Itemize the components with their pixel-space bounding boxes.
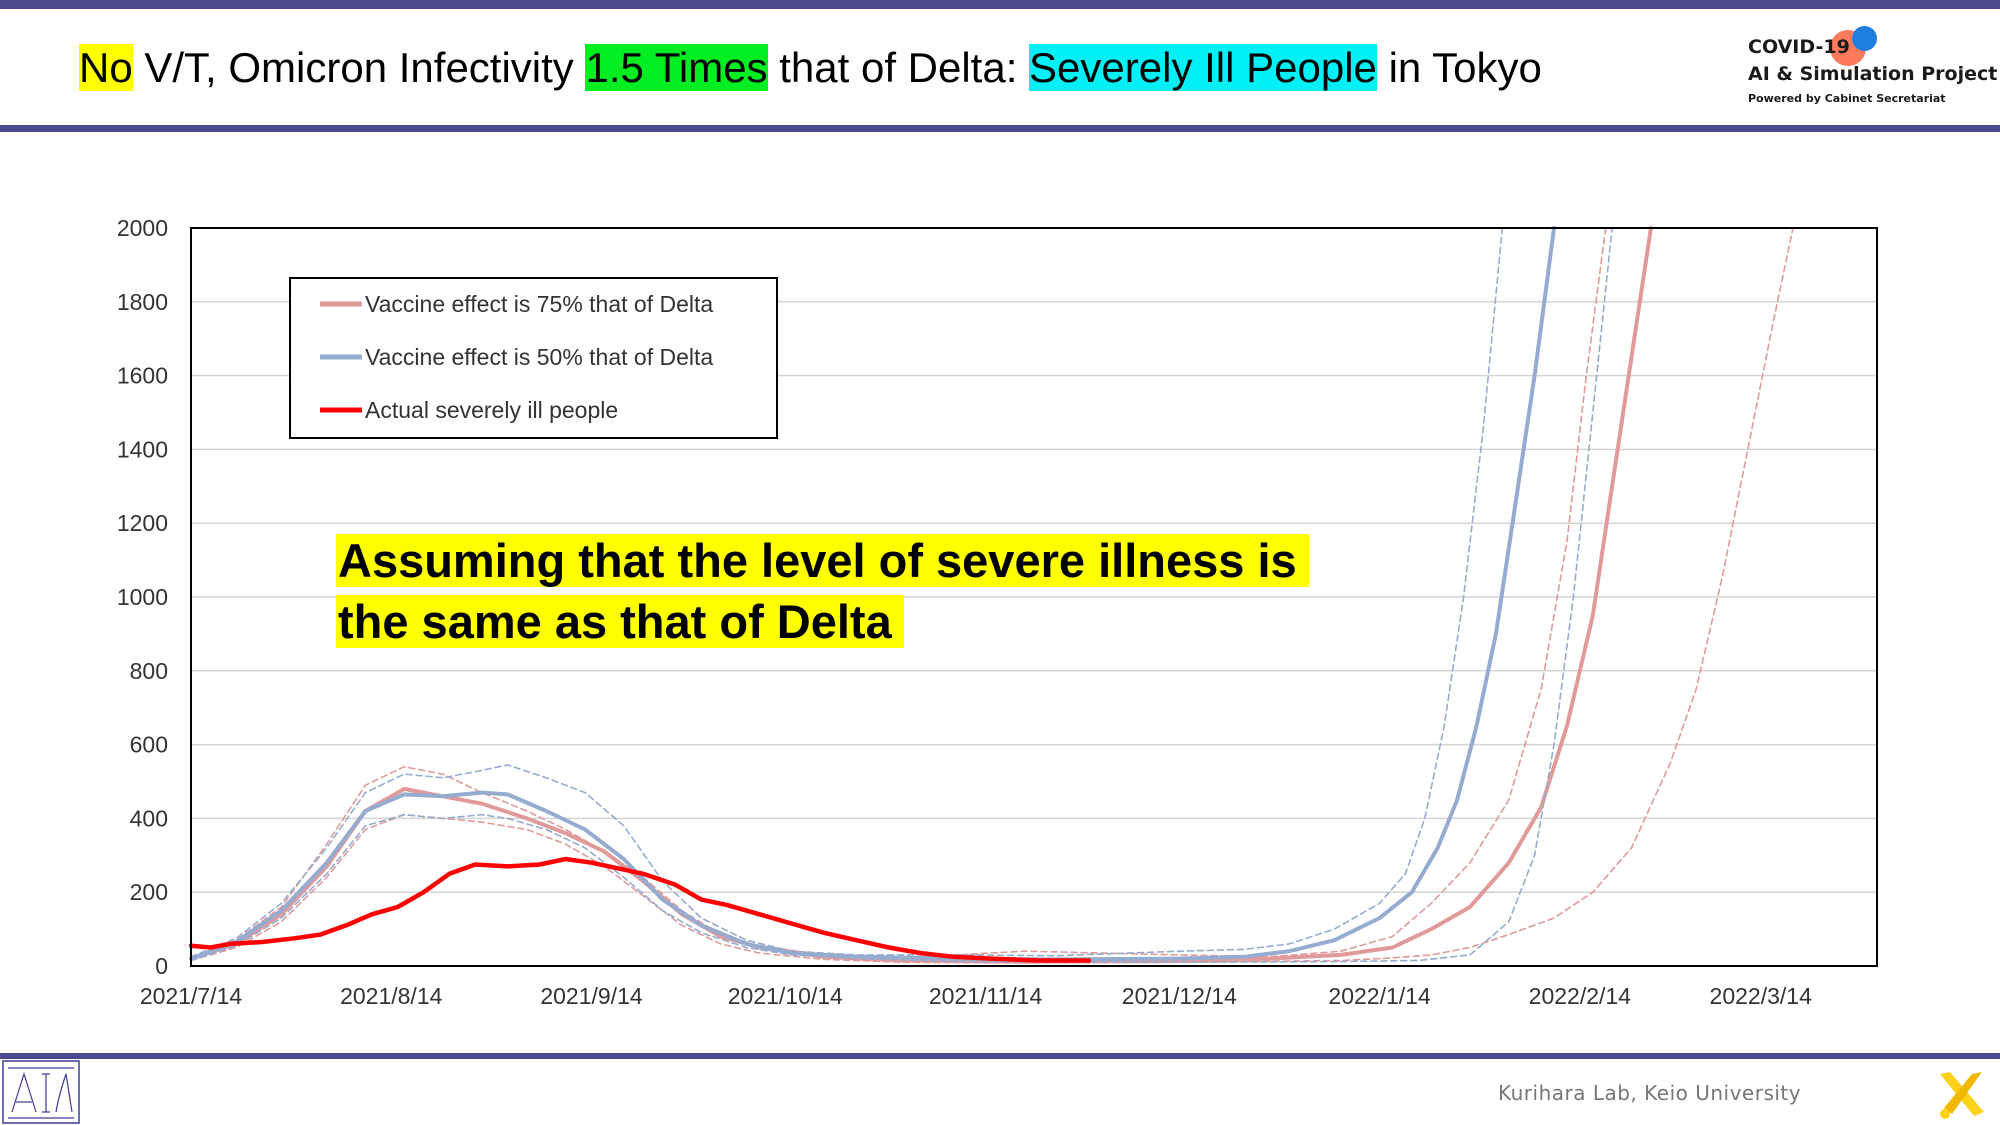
legend: Vaccine effect is 75% that of Delta Vacci… [289,277,778,439]
logo-line-2: AI & Simulation Project [1748,63,1998,85]
header-rule [0,125,2000,132]
series-vaccine-effect-is-75-that-of-delta-upper-bound [190,227,1607,959]
ai-lab-logo-icon [2,1060,80,1124]
legend-label: Actual severely ill people [365,397,618,423]
x-tick-label: 2021/7/14 [140,983,243,1009]
title-segment: No [79,44,133,91]
plot-frame [190,227,1878,967]
x-tick-label: 2021/11/14 [929,983,1043,1009]
legend-label: Vaccine effect is 75% that of Delta [365,291,713,317]
legend-box [289,277,778,439]
chart-annotation: Assuming that the level of severe illnes… [336,530,1309,652]
x-tick-label: 2022/3/14 [1710,983,1813,1009]
series-vaccine-effect-is-75-that-of-delta-lower-bound [190,227,1794,964]
annotation-line: the same as that of Delta [336,595,904,648]
series-lines [188,226,1794,964]
annotation-line: Assuming that the level of severe illnes… [336,534,1309,587]
y-tick-label: 1000 [117,584,168,610]
series-vaccine-effect-is-50-that-of-delta-upper-bound [190,227,1504,958]
y-tick-label: 2000 [117,215,168,241]
covid-ai-project-logo: COVID-19 AI & Simulation Project Powered… [1740,22,1997,117]
x-tick-label: 2022/1/14 [1328,983,1431,1009]
x-tick-label: 2021/10/14 [728,983,843,1009]
lab-credit: Kurihara Lab, Keio University [1498,1081,1802,1105]
legend-label: Vaccine effect is 50% that of Delta [365,344,713,370]
y-tick-labels: 0 200 400 600 800 1000 1200 1400 1600 1800 2000 [117,215,168,979]
title-segment: that of Delta: [767,44,1030,91]
title-segment: in Tokyo [1376,44,1542,91]
x-tick-labels: 2021/7/14 2021/8/14 2021/9/14 2021/10/14 202… [140,983,1812,1009]
title-segment: 1.5 Times [585,44,768,91]
top-rule [0,0,2000,9]
blue-dot-icon [1852,26,1877,51]
logo-line-3: Powered by Cabinet Secretariat [1748,92,1946,105]
y-tick-label: 1200 [117,510,168,536]
y-tick-label: 1600 [117,363,168,389]
y-tick-label: 200 [130,879,168,905]
title-segment: Severely Ill People [1029,44,1377,91]
y-tick-label: 600 [130,732,168,758]
y-tick-label: 800 [130,658,168,684]
y-tick-label: 400 [130,805,168,831]
series-vaccine-effect-is-50-that-of-delta-lower-bound [190,227,1613,964]
y-tick-label: 1400 [117,436,168,462]
series-vaccine-effect-is-50-that-of-delta [189,226,1556,962]
slide-title: No V/T, Omicron Infectivity 1.5 Times th… [79,44,1542,92]
x-tick-label: 2021/12/14 [1122,983,1237,1009]
x-tick-label: 2021/8/14 [340,983,443,1009]
x-logo-icon [1940,1072,1984,1119]
x-tick-label: 2022/2/14 [1529,983,1632,1009]
line-chart: 0 200 400 600 800 1000 1200 1400 1600 1800 2000 20… [117,215,1878,1009]
footer-rule [0,1053,2000,1059]
title-segment: V/T, Omicron Infectivity [132,44,586,91]
y-tick-label: 1800 [117,289,168,315]
series-actual-severely-ill-people [188,856,1092,963]
logo-line-1: COVID-19 [1748,36,1850,58]
x-tick-label: 2021/9/14 [540,983,643,1009]
y-tick-label: 0 [155,953,168,979]
